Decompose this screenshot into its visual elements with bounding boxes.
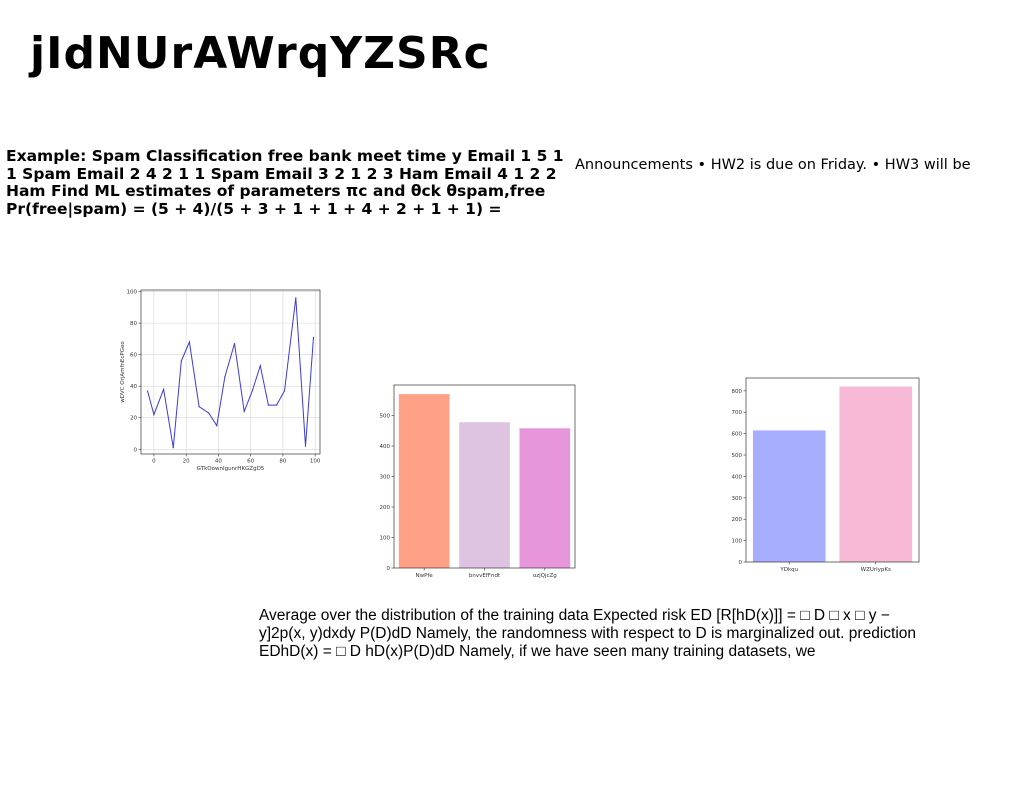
series-line (147, 297, 314, 448)
y-axis-label: wDVC OrjAmfnEcPGeo (120, 341, 126, 403)
data-point (283, 390, 286, 392)
x-tick-label: 100 (310, 459, 321, 465)
y-tick-label: 0 (387, 566, 391, 572)
line-chart-svg: 0 20 40 60 80 100 0 20 40 60 80 100 GTkOownIgunrHKGZ… (120, 289, 321, 472)
x-tick-label: NwPfe (416, 573, 434, 579)
data-point (188, 341, 190, 343)
example-text: Example: Spam Classification free bank m… (6, 147, 564, 218)
x-tick-label: 0 (152, 459, 156, 465)
plot-frame (140, 289, 321, 455)
data-point (198, 406, 200, 408)
x-tick-label: WZUrlypKs (861, 567, 891, 573)
bar-ozjQjcZg (519, 428, 571, 568)
y-tick-label: 200 (380, 505, 391, 511)
y-tick-label: 40 (130, 384, 137, 390)
plot-frame (393, 384, 576, 569)
x-tick-label: ozjQjcZg (533, 573, 557, 579)
plot-frame (745, 377, 920, 563)
y-tick-label: 400 (732, 474, 743, 480)
y-tick-label: 100 (380, 536, 391, 542)
bar-bnvvEfFndt (459, 422, 510, 568)
x-tick-label: YDkqu (779, 567, 798, 573)
data-point (233, 343, 236, 345)
y-tick-label: 80 (130, 321, 137, 327)
x-tick-label: 80 (279, 459, 286, 465)
data-point (243, 410, 245, 413)
x-tick-label: 60 (247, 459, 254, 465)
risk-paragraph: Average over the distribution of the tra… (259, 607, 917, 660)
y-tick-label: 100 (732, 539, 743, 545)
x-tick-label: 40 (215, 459, 222, 465)
y-tick-label: 400 (380, 444, 391, 450)
bar-YDkqu (752, 430, 826, 562)
data-point (180, 360, 182, 362)
bar-chart-1-svg: 0 100 200 300 400 500 NwPfe bnvvEfFndt ozjQjcZg (380, 384, 576, 579)
y-tick-label: 600 (732, 432, 743, 438)
y-tick-label: 500 (380, 414, 391, 420)
bar-chart-2: 0 100 200 300 400 500 600 700 800 YDkqu WZUrlypKs (725, 372, 925, 577)
y-tick-label: 20 (130, 416, 137, 422)
y-tick-label: 200 (732, 517, 743, 523)
y-tick-label: 800 (732, 389, 743, 395)
data-point (208, 412, 210, 414)
bar-chart-2-svg: 0 100 200 300 400 500 600 700 800 YDkqu WZUrlypKs (732, 377, 920, 573)
y-tick-label: 0 (739, 560, 743, 566)
y-tick-label: 500 (732, 453, 743, 459)
y-tick-label: 60 (130, 353, 137, 359)
bar-WZUrlypKs (839, 386, 913, 562)
data-point (267, 404, 269, 406)
y-tick-label: 100 (127, 290, 138, 296)
data-point (172, 447, 174, 449)
data-point (304, 445, 307, 447)
data-point (251, 390, 253, 392)
x-tick-label: 20 (183, 459, 190, 465)
bar-NwPfe (398, 394, 450, 568)
data-point (216, 425, 218, 427)
data-point (146, 390, 149, 392)
announcements-text: Announcements • HW2 is due on Friday. • … (575, 157, 971, 173)
data-point (153, 413, 155, 416)
x-tick-label: bnvvEfFndt (469, 573, 501, 579)
y-tick-label: 0 (134, 447, 138, 453)
slide-title: jIdNUrAWrqYZSRc (30, 28, 491, 79)
y-tick-label: 700 (732, 410, 743, 416)
x-axis-label: GTkOownIgunrHKGZgD5 (197, 466, 265, 472)
data-point (295, 297, 297, 299)
y-tick-label: 300 (732, 496, 743, 502)
data-point (312, 336, 315, 338)
data-point (224, 376, 226, 378)
data-point (259, 365, 261, 367)
bar-chart-1: 0 100 200 300 400 500 NwPfe bnvvEfFndt ozjQjcZg (370, 378, 585, 583)
data-point (162, 388, 165, 390)
y-tick-label: 300 (380, 475, 391, 481)
line-chart: 0 20 40 60 80 100 0 20 40 60 80 100 GTkOownIgunrHKGZ… (116, 284, 326, 474)
data-point (275, 404, 278, 406)
